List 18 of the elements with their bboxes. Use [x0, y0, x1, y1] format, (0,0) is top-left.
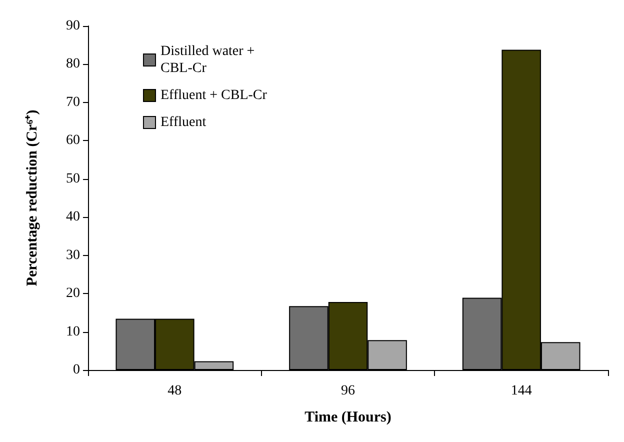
y-tick-label: 0: [73, 362, 80, 378]
y-tick-label: 10: [66, 324, 80, 340]
y-tick-label: 90: [66, 18, 80, 34]
y-axis-title: Percentage reduction (Cr⁶⁺): [24, 110, 40, 286]
x-tick-label: 96: [341, 384, 355, 398]
y-tick-label: 20: [66, 286, 80, 302]
x-tick-label: 144: [510, 384, 532, 398]
y-tick-label: 70: [66, 94, 80, 110]
y-tick-label: 50: [66, 171, 80, 186]
y-tick-label: 40: [66, 210, 80, 225]
legend-label: Effluent + CBL-Cr: [160, 88, 268, 103]
y-tick-label: 60: [66, 133, 80, 148]
legend-label: Effluent: [160, 115, 206, 130]
legend-label: Distilled water + CBL-Cr: [160, 44, 258, 76]
y-tick-label: 80: [66, 56, 80, 72]
y-tick-label: 30: [66, 248, 80, 263]
x-axis-title: Time (Hours): [304, 410, 392, 426]
x-tick-label: 48: [168, 384, 182, 398]
